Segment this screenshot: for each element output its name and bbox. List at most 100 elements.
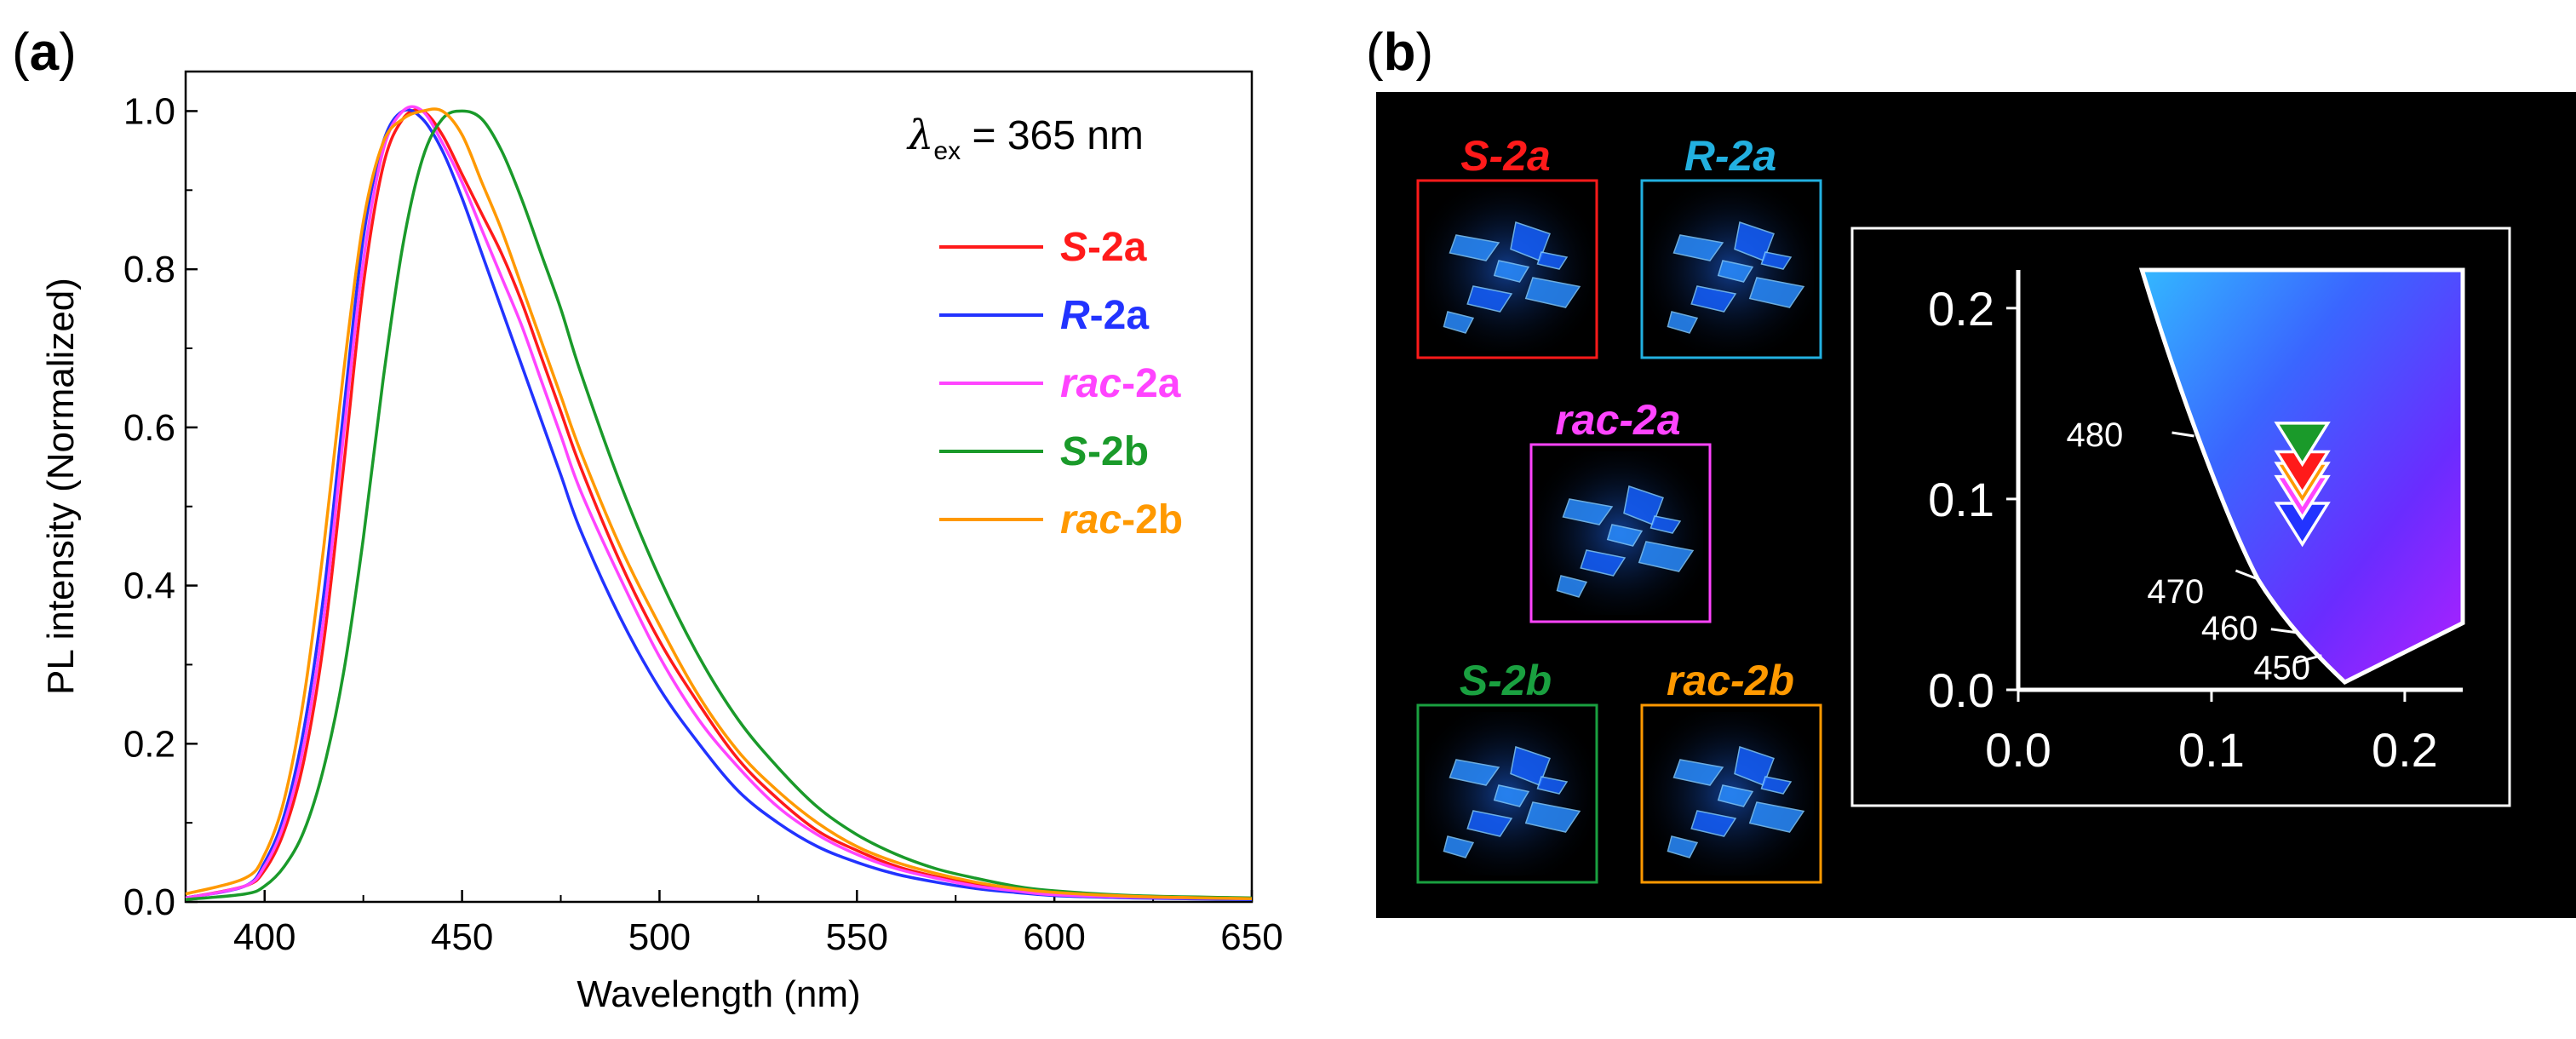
cie-y-tick-label: 0.0 [1928,663,1994,717]
x-axis-label: Wavelength (nm) [577,973,860,1015]
crystal-shard [1580,549,1626,577]
photo-R-2a: R-2a [1640,132,1822,359]
photo-label-suffix: -2a [1715,132,1776,180]
y-tick-label: 0.6 [123,407,175,449]
tick-marks: 400 450 500 550 600 650 0.0 0.2 0.4 0.6 0.8 1.0 [123,90,1283,958]
x-tick-label: 400 [233,916,295,958]
y-tick-label: 1.0 [123,90,175,132]
y-tick-label: 0.4 [123,565,175,607]
series-line-rac-2b [185,107,1253,901]
series-line-S-2a [185,108,1253,901]
cie-y-tick-label: 0.2 [1928,282,1994,336]
plot-area: 400 450 500 550 600 650 0.0 0.2 0.4 0.6 0.8 1.0 [123,70,1283,958]
photo-label-prefix: S [1460,132,1489,180]
y-tick-label: 0.8 [123,249,175,290]
x-tick-label: 450 [431,916,493,958]
cie-axes: 0.0 0.1 0.2 0.0 0.1 0.2 [1928,270,2463,777]
locus-tick-480 [2172,431,2194,438]
legend-label-suffix: -2b [1122,497,1183,542]
photo-label-prefix: rac [1555,396,1619,444]
crystal-shard [1672,234,1724,261]
crystal-shard [1717,784,1754,807]
locus-label-480: 480 [2067,416,2124,454]
legend-label-suffix: -2a [1087,225,1147,270]
crystal-shard [1443,835,1475,858]
legend-label-S-2a: S-2a [1060,225,1147,270]
crystal-shard [1449,759,1500,786]
x-tick-label: 550 [826,916,888,958]
legend-label-R-2a: R-2a [1060,293,1149,338]
x-tick-label: 500 [628,916,691,958]
crystal-shard [1443,311,1475,334]
legend-label-prefix: rac [1060,361,1122,406]
crystal-shard [1748,801,1805,833]
legend-label-rac-2b: rac-2b [1060,497,1183,542]
crystal-shard [1760,251,1793,270]
locus-label-460: 460 [2201,610,2258,647]
locus-tick-450 [2295,654,2322,664]
crystal-shard [1556,575,1588,598]
crystal-shard [1667,311,1699,334]
photo-label-suffix: -2a [1619,396,1680,444]
legend-label-prefix: R [1060,293,1090,338]
cie-data-points [2274,422,2331,548]
photo-rac-2b: rac-2b [1640,657,1822,884]
panel-b-label: (b) [1366,23,1433,82]
legend-label-suffix: -2a [1122,361,1181,406]
crystal-shard [1493,260,1530,283]
photo-label-S-2b: S-2b [1460,657,1552,704]
legend-label-prefix: S [1060,225,1087,270]
x-tick-label: 650 [1220,916,1282,958]
photo-label-suffix: -2b [1730,657,1794,704]
y-axis-label: PL intensity (Normalized) [40,278,82,695]
panel-a-label: (a) [12,23,77,82]
photo-label-R-2a: R-2a [1684,132,1776,180]
crystal-shard [1562,498,1614,525]
y-tick-label: 0.0 [123,881,175,923]
curves [185,105,1253,901]
locus-tick-460 [2270,628,2298,634]
cie-point-S-2b [2274,422,2331,468]
cie-x-tick-label: 0.1 [2178,723,2245,777]
locus-label-450: 450 [2253,650,2310,687]
photo-label-suffix: -2a [1489,132,1551,180]
cie-x-tick-label: 0.0 [1985,723,2051,777]
crystal-shard [1667,835,1699,858]
series-line-rac-2a [185,105,1253,901]
legend-label-prefix: S [1060,429,1087,474]
crystal-shard [1672,759,1724,786]
crystal-shard [1690,810,1737,837]
crystal-shard [1536,776,1569,795]
photo-label-rac-2a: rac-2a [1555,396,1680,444]
plot-frame [184,70,1254,904]
crystal-shard [1466,810,1513,837]
cie-x-tick-label: 0.2 [2372,723,2438,777]
photo-S-2b: S-2b [1416,657,1598,884]
excitation-annotation: λex = 365 nm [906,112,1144,165]
series-line-R-2a [185,108,1253,901]
x-tick-label: 600 [1023,916,1085,958]
crystal-shard [1536,251,1569,270]
crystal-shard [1638,541,1695,572]
legend-label-suffix: -2b [1087,429,1149,474]
photo-label-suffix: -2b [1488,657,1552,704]
crystal-shard [1760,776,1793,795]
crystal-shard [1524,801,1581,833]
crystal-shard [1466,285,1513,313]
legend-label-S-2b: S-2b [1060,429,1149,474]
legend-label-prefix: rac [1060,497,1122,542]
crystal-shard [1717,260,1754,283]
photo-label-S-2a: S-2a [1460,132,1551,180]
photo-S-2a: S-2a [1416,132,1598,359]
legend-label-suffix: -2a [1090,293,1150,338]
photo-label-prefix: rac [1667,657,1730,704]
y-tick-label: 0.2 [123,723,175,765]
photo-label-rac-2b: rac-2b [1667,657,1794,704]
crystal-shard [1524,277,1581,308]
crystal-shard [1649,515,1682,534]
